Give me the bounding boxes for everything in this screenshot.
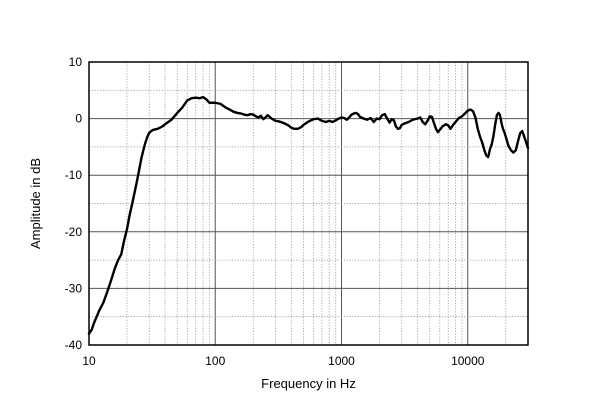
plot-frame — [88, 61, 529, 346]
y-tick-label: 0 — [75, 112, 82, 126]
x-tick-labels: 10 100 1000 10000 — [82, 354, 484, 368]
x-tick-label: 100 — [205, 354, 225, 368]
series-line — [87, 95, 530, 335]
x-tick-label: 10 — [82, 354, 96, 368]
x-axis-title: Frequency in Hz — [261, 376, 356, 391]
y-tick-label: -40 — [65, 338, 83, 352]
grid — [89, 62, 528, 345]
y-tick-label: 10 — [69, 55, 83, 69]
y-tick-label: -10 — [65, 168, 83, 182]
x-tick-label: 10000 — [451, 354, 485, 368]
y-tick-label: -20 — [65, 225, 83, 239]
x-tick-label: 1000 — [328, 354, 355, 368]
y-tick-labels: 10 0 -10 -20 -30 -40 — [65, 55, 83, 352]
y-axis-title: Amplitude in dB — [28, 158, 43, 249]
y-tick-label: -30 — [65, 281, 83, 295]
